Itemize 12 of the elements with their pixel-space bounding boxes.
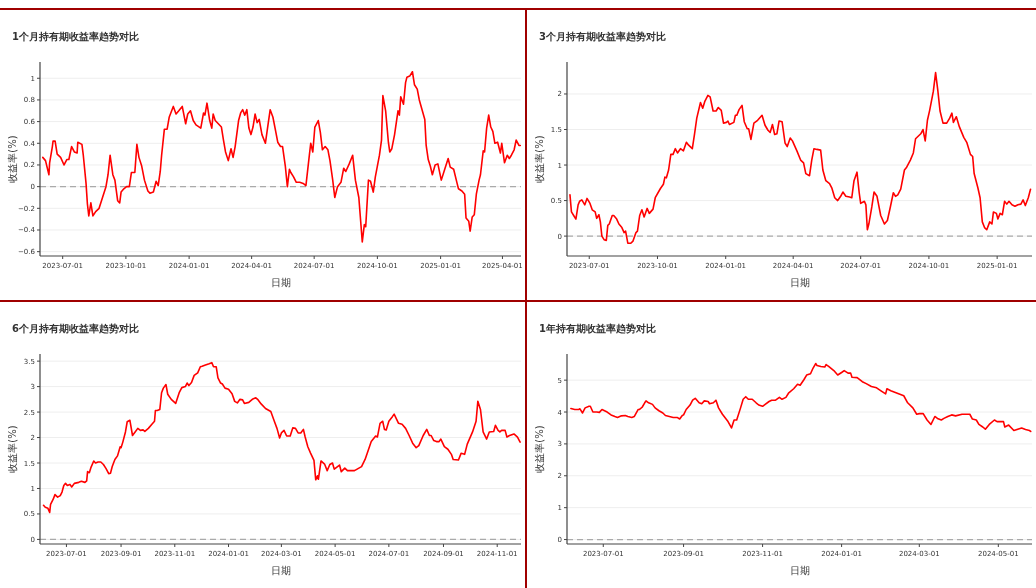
x-axis-title: 日期 bbox=[789, 277, 810, 288]
chart-title: 1年持有期收益率趋势对比 bbox=[539, 323, 656, 334]
chart-title: 1个月持有期收益率趋势对比 bbox=[12, 31, 139, 42]
y-axis-title: 收益率(%) bbox=[7, 135, 18, 183]
x-axis-title: 日期 bbox=[789, 565, 810, 576]
x-axis-title: 日期 bbox=[270, 565, 291, 576]
y-axis-title: 收益率(%) bbox=[534, 135, 545, 183]
chart-title: 6个月持有期收益率趋势对比 bbox=[12, 323, 139, 334]
y-axis-title: 收益率(%) bbox=[7, 425, 18, 473]
x-axis-title: 日期 bbox=[270, 277, 291, 288]
chart-title: 3个月持有期收益率趋势对比 bbox=[539, 31, 666, 42]
y-axis-title: 收益率(%) bbox=[534, 425, 545, 473]
